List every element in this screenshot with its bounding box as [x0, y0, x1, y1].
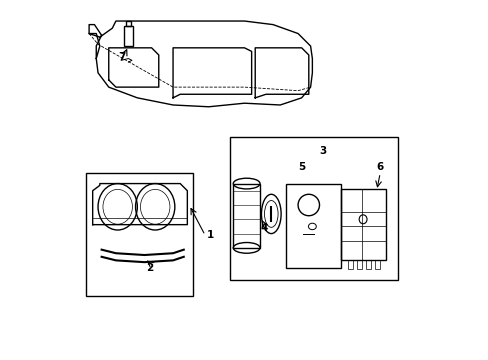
Bar — [356, 260, 362, 269]
Bar — [233, 184, 259, 248]
Bar — [285, 184, 340, 267]
Bar — [85, 173, 192, 296]
Bar — [365, 260, 370, 269]
Bar — [374, 260, 380, 269]
Bar — [340, 189, 385, 260]
Text: 1: 1 — [206, 230, 214, 240]
Text: 6: 6 — [376, 162, 383, 172]
Bar — [125, 21, 131, 26]
Text: 3: 3 — [319, 147, 326, 157]
Text: 4: 4 — [260, 223, 267, 233]
Bar — [230, 137, 397, 280]
Text: 2: 2 — [146, 262, 153, 273]
Bar — [124, 26, 132, 46]
Text: 5: 5 — [297, 162, 305, 172]
Text: 7: 7 — [119, 52, 126, 62]
Bar — [347, 260, 353, 269]
